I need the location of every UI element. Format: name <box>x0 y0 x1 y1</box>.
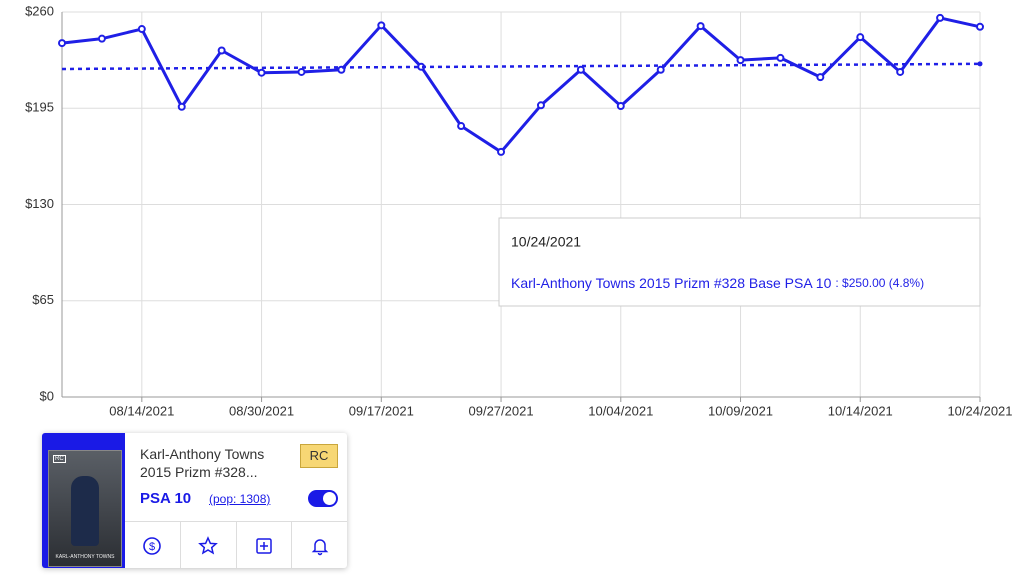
player-figure <box>71 476 99 546</box>
dollar-icon: $ <box>143 536 162 555</box>
point <box>497 147 506 156</box>
svg-text:$: $ <box>149 540 155 552</box>
tooltip-date: 10/24/2021 <box>511 234 581 250</box>
icon-row: $ <box>125 521 347 568</box>
star-icon <box>198 535 218 555</box>
chart: $0 $65 $130 $195 $260 08/14/2021 08/30/2021 09/… <box>25 3 1012 418</box>
point <box>297 67 306 76</box>
y-tick-label: $65 <box>32 292 54 307</box>
x-tick-label: 08/30/2021 <box>229 403 294 418</box>
point <box>177 102 186 111</box>
point <box>896 67 905 76</box>
tooltip-value: : $250.00 (4.8%) <box>835 276 924 290</box>
bell-icon <box>311 538 328 555</box>
x-tick-label: 10/04/2021 <box>588 403 653 418</box>
x-tick-label: 10/14/2021 <box>828 403 893 418</box>
point <box>536 101 545 110</box>
point <box>816 73 825 82</box>
card-title[interactable]: Karl-Anthony Towns 2015 Prizm #328... <box>140 446 265 480</box>
tooltip-series: Karl-Anthony Towns 2015 Prizm #328 Base … <box>511 275 832 291</box>
point <box>976 22 984 31</box>
y-tick-label: $130 <box>25 196 54 211</box>
grade: PSA 10 <box>140 490 192 507</box>
point <box>616 102 625 111</box>
pop-link[interactable]: (pop: 1308) <box>209 492 271 506</box>
point <box>257 68 266 77</box>
point <box>736 56 745 65</box>
point <box>217 46 226 55</box>
tooltip-entry: Karl-Anthony Towns 2015 Prizm #328 Base … <box>511 275 924 291</box>
point <box>936 13 945 22</box>
x-tick-label: 09/27/2021 <box>469 403 534 418</box>
point <box>58 39 66 48</box>
y-tick-label: $260 <box>25 3 54 18</box>
x-tick-label: 10/24/2021 <box>947 403 1012 418</box>
card: RC KARL-ANTHONY TOWNS Karl-Anthony Towns… <box>42 433 347 568</box>
price-button[interactable]: $ <box>125 522 181 568</box>
point <box>656 65 665 74</box>
y-tick-label: $0 <box>40 388 54 403</box>
x-tick-label: 10/09/2021 <box>708 403 773 418</box>
point <box>696 22 705 31</box>
card-side: RC KARL-ANTHONY TOWNS <box>42 433 125 568</box>
x-tick-label: 09/17/2021 <box>349 403 414 418</box>
tooltip-box <box>498 217 981 307</box>
trend-line <box>61 62 981 71</box>
point <box>776 53 785 62</box>
x-tick-label: 08/14/2021 <box>109 403 174 418</box>
image-caption: KARL-ANTHONY TOWNS <box>55 554 115 560</box>
price-line <box>61 16 981 154</box>
alert-button[interactable] <box>292 522 347 568</box>
card-image[interactable]: RC KARL-ANTHONY TOWNS <box>48 450 122 567</box>
add-icon <box>256 537 272 554</box>
tooltip: 10/24/2021 Karl-Anthony Towns 2015 Prizm … <box>498 217 981 307</box>
point <box>457 122 466 131</box>
y-tick-label: $195 <box>25 100 54 115</box>
trend-point <box>977 61 983 67</box>
point <box>576 65 585 74</box>
rc-badge: RC <box>300 444 338 468</box>
point <box>97 34 106 43</box>
point <box>856 33 865 42</box>
point <box>137 25 146 34</box>
star-button[interactable] <box>181 522 237 568</box>
toggle[interactable] <box>308 490 338 507</box>
image-badge: RC <box>53 455 66 463</box>
point <box>377 21 386 30</box>
add-button[interactable] <box>237 522 293 568</box>
